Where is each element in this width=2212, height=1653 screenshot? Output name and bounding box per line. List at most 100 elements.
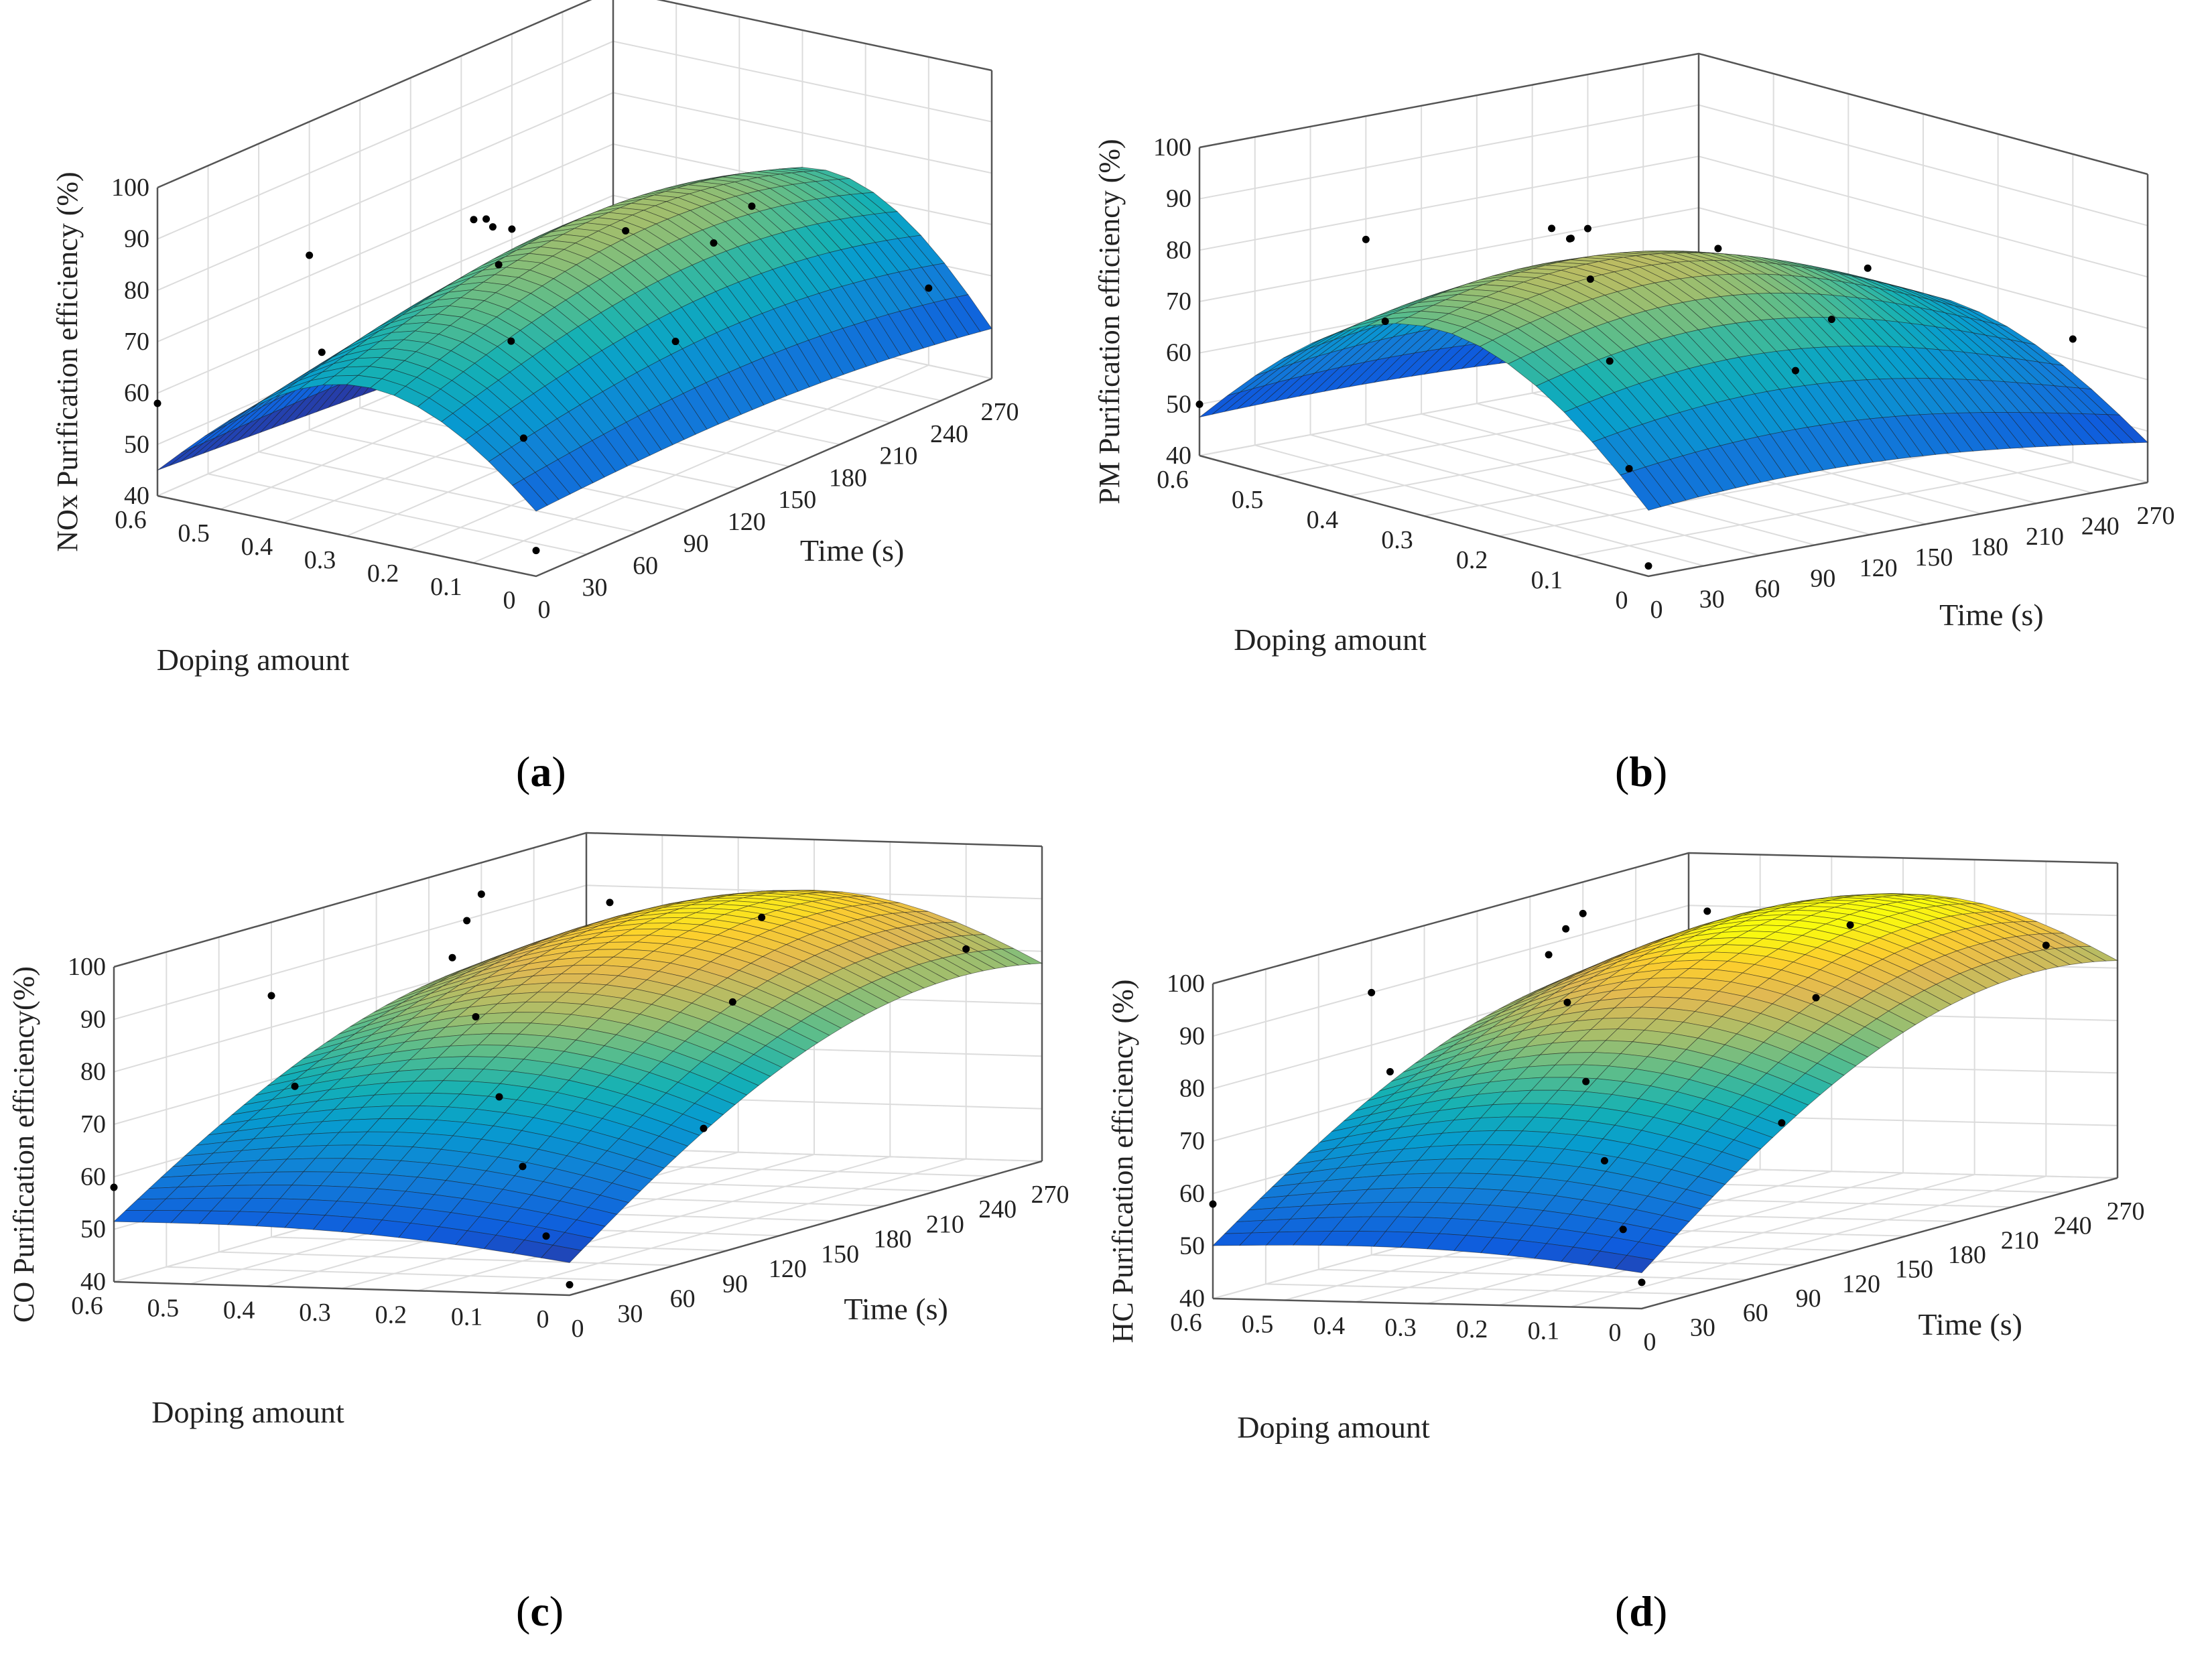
- data-point: [508, 225, 516, 233]
- data-point: [1566, 235, 1573, 243]
- x-tick-label: 0: [1650, 596, 1663, 624]
- y-tick-label: 0: [503, 586, 516, 614]
- z-tick-label: 60: [1166, 339, 1191, 367]
- chart-c-svg: 0 30 60 90 120 150 180 210 240 270 0 0.1 0.2 0.3 0.4 0.…: [7, 832, 1069, 1429]
- x-tick-label: 60: [633, 551, 658, 580]
- y-tick-label: 0: [1609, 1319, 1622, 1347]
- z-tick-label: 100: [1167, 970, 1205, 998]
- x-tick-label: 60: [1743, 1299, 1768, 1327]
- y-tick-label: 0.1: [1528, 1317, 1560, 1345]
- z-tick-label: 70: [124, 328, 149, 356]
- y-tick-label: 0.1: [1531, 566, 1563, 594]
- y-axis-label: Doping amount: [1237, 1410, 1430, 1445]
- x-tick-label: 270: [981, 398, 1019, 426]
- x-tick-label: 210: [926, 1210, 964, 1238]
- data-point: [542, 1232, 550, 1240]
- data-point: [1644, 562, 1652, 570]
- tick-labels: 0 30 60 90 120 150 180 210 240 270 0 0.1 0.2 0.3 0.4 0.…: [111, 174, 1019, 624]
- data-point: [1563, 998, 1571, 1006]
- caption-d: (d): [1615, 1587, 1668, 1635]
- data-point: [1606, 357, 1614, 365]
- chart-panel-b: 0 30 60 90 120 150 180 210 240 270 0 0.1 0.2 0.3 0.4 0.…: [1093, 0, 2211, 826]
- x-tick-label: 240: [978, 1195, 1017, 1224]
- data-points: [1195, 224, 2077, 570]
- z-tick-label: 100: [111, 174, 149, 202]
- chart-b-svg: 0 30 60 90 120 150 180 210 240 270 0 0.1 0.2 0.3 0.4 0.…: [1093, 52, 2175, 657]
- data-point: [1791, 367, 1799, 375]
- y-tick-label: 0.5: [178, 519, 210, 547]
- data-point: [1714, 245, 1722, 253]
- x-tick-label: 240: [2081, 513, 2120, 541]
- x-tick-label: 0: [572, 1315, 584, 1343]
- x-tick-label: 60: [670, 1285, 696, 1313]
- data-points: [1209, 907, 2050, 1286]
- y-tick-label: 0.2: [1456, 1315, 1488, 1343]
- data-point: [532, 547, 540, 555]
- data-point: [463, 917, 471, 925]
- data-point: [495, 1093, 503, 1101]
- z-tick-label: 40: [124, 482, 149, 510]
- chart-panel-a: 0 30 60 90 120 150 180 210 240 270 0 0.1 0.2 0.3 0.4 0.…: [0, 0, 1106, 826]
- x-tick-label: 30: [582, 574, 608, 602]
- y-tick-label: 0.5: [147, 1294, 180, 1322]
- x-tick-label: 0: [538, 596, 551, 624]
- y-tick-label: 0.6: [115, 506, 147, 534]
- data-point: [1562, 925, 1570, 933]
- chart-panel-c: 0 30 60 90 120 150 180 210 240 270 0 0.1 0.2 0.3 0.4 0.…: [0, 826, 1106, 1653]
- z-tick-label: 50: [1166, 390, 1191, 418]
- z-tick-label: 100: [1153, 133, 1191, 161]
- x-tick-label: 180: [829, 464, 867, 492]
- data-point: [1703, 907, 1711, 915]
- x-tick-label: 240: [2054, 1212, 2092, 1240]
- z-tick-label: 80: [1166, 236, 1191, 264]
- x-tick-label: 150: [778, 486, 816, 514]
- data-point: [1846, 921, 1854, 929]
- data-point: [1864, 264, 1872, 272]
- data-point: [1638, 1278, 1646, 1286]
- y-tick-label: 0.5: [1242, 1311, 1274, 1339]
- y-tick-label: 0.3: [1381, 526, 1413, 554]
- surface-mesh: [157, 167, 992, 512]
- surface-mesh: [1212, 893, 2119, 1274]
- data-point: [710, 239, 718, 247]
- caption-b: (b): [1615, 748, 1668, 795]
- data-point: [962, 945, 970, 953]
- data-point: [110, 1183, 118, 1191]
- z-tick-label: 60: [80, 1163, 106, 1191]
- y-tick-label: 0.5: [1232, 486, 1264, 514]
- surface-mesh: [1199, 250, 2148, 511]
- data-point: [306, 251, 314, 259]
- z-axis-label: PM Purification efficiency (%): [1093, 139, 1126, 504]
- z-tick-label: 90: [1179, 1022, 1205, 1050]
- z-tick-label: 50: [124, 430, 149, 458]
- tick-labels: 0 30 60 90 120 150 180 210 240 270 0 0.1 0.2 0.3 0.4 0.…: [1153, 133, 2175, 624]
- x-tick-label: 0: [1644, 1328, 1656, 1356]
- y-tick-label: 0.4: [1313, 1312, 1346, 1340]
- data-point: [1368, 988, 1376, 996]
- data-point: [758, 913, 766, 921]
- y-axis-label: Doping amount: [1234, 622, 1427, 657]
- surface-mesh: [113, 889, 1043, 1263]
- x-tick-label: 210: [879, 442, 917, 470]
- z-tick-label: 60: [124, 379, 149, 407]
- y-tick-label: 0.1: [430, 573, 462, 601]
- data-point: [470, 216, 478, 224]
- z-tick-label: 100: [68, 953, 106, 981]
- x-tick-label: 30: [1690, 1313, 1715, 1341]
- x-tick-label: 90: [1810, 564, 1835, 592]
- data-point: [495, 261, 503, 269]
- y-tick-label: 0.2: [367, 559, 399, 588]
- tick-labels: 0 30 60 90 120 150 180 210 240 270 0 0.1 0.2 0.3 0.4 0.…: [1167, 970, 2145, 1356]
- y-tick-label: 0.4: [241, 533, 273, 561]
- data-point: [1195, 400, 1203, 408]
- y-axis-label: Doping amount: [157, 643, 350, 677]
- x-tick-label: 150: [1895, 1256, 1933, 1284]
- data-point: [1778, 1119, 1786, 1127]
- caption-a: (a): [516, 748, 566, 795]
- data-point: [153, 399, 161, 407]
- x-tick-label: 180: [874, 1226, 912, 1254]
- data-point: [291, 1082, 299, 1090]
- y-tick-label: 0.3: [1384, 1314, 1417, 1342]
- y-tick-label: 0.6: [1157, 466, 1189, 494]
- y-tick-label: 0: [537, 1305, 549, 1333]
